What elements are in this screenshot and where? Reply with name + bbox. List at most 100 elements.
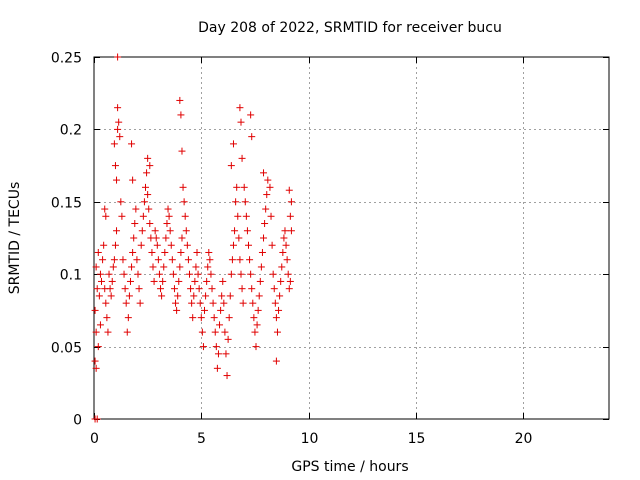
data-point <box>113 176 121 184</box>
data-point <box>267 212 275 220</box>
data-point <box>93 285 101 293</box>
data-point <box>238 285 246 293</box>
data-point <box>172 299 180 307</box>
data-point <box>239 299 247 307</box>
data-point <box>271 299 279 307</box>
data-point <box>197 314 205 322</box>
data-point <box>183 241 191 249</box>
data-point <box>222 350 230 358</box>
data-point <box>177 248 185 256</box>
data-point <box>142 183 149 191</box>
data-point <box>179 183 187 191</box>
data-point <box>238 154 246 162</box>
data-point <box>284 270 292 278</box>
data-point <box>176 96 184 104</box>
data-point <box>240 183 248 191</box>
axis-ticks: 0 5 10 15 20 0 0.05 0.1 0.15 0.2 0.25 <box>51 51 609 447</box>
data-point <box>91 357 99 365</box>
data-point <box>237 118 245 126</box>
data-point <box>270 285 278 293</box>
grid <box>94 57 609 419</box>
data-point <box>241 198 249 206</box>
data-point <box>96 321 104 329</box>
data-point <box>262 205 270 213</box>
data-point <box>91 306 99 314</box>
data-point <box>92 364 100 372</box>
data-point <box>102 299 110 307</box>
data-point <box>223 372 231 380</box>
data-point <box>251 328 259 336</box>
data-point <box>160 263 168 271</box>
data-point <box>174 292 182 300</box>
data-point <box>162 234 170 242</box>
data-point <box>92 263 100 271</box>
data-point <box>106 285 114 293</box>
data-point <box>151 227 159 235</box>
data-point <box>219 277 227 285</box>
data-point <box>111 241 119 249</box>
data-point <box>227 162 235 170</box>
data-point <box>121 285 129 293</box>
data-point <box>118 212 126 220</box>
data-point <box>210 314 218 322</box>
data-point <box>232 198 240 206</box>
data-point <box>173 306 181 314</box>
data-point <box>129 248 137 256</box>
data-point <box>268 241 276 249</box>
data-point <box>225 314 233 322</box>
x-tick-label: 10 <box>301 431 319 447</box>
data-point <box>281 227 289 235</box>
data-point <box>264 176 272 184</box>
data-point <box>258 248 266 256</box>
data-point <box>236 104 244 112</box>
data-point <box>144 154 152 162</box>
data-point <box>93 415 101 423</box>
data-point <box>161 248 169 256</box>
data-point <box>286 212 294 220</box>
data-point <box>211 328 219 336</box>
data-point <box>204 263 212 271</box>
data-point <box>237 270 245 278</box>
data-point <box>170 285 178 293</box>
data-point <box>110 256 118 264</box>
data-point <box>157 285 165 293</box>
data-point <box>104 328 112 336</box>
data-point <box>206 256 214 264</box>
data-point <box>128 140 136 148</box>
data-point <box>228 256 236 264</box>
data-point <box>165 212 173 220</box>
data-point <box>221 328 229 336</box>
data-point <box>248 133 256 141</box>
data-point <box>144 191 152 199</box>
data-point <box>146 162 154 170</box>
data-point <box>120 270 128 278</box>
data-point <box>109 263 117 271</box>
data-point <box>279 248 287 256</box>
data-point <box>128 263 136 271</box>
data-point <box>178 147 186 155</box>
data-point <box>167 241 175 249</box>
data-point <box>207 270 215 278</box>
y-tick-label: 0.2 <box>60 123 82 139</box>
data-point <box>273 328 281 336</box>
data-point <box>92 328 100 336</box>
data-point <box>235 234 243 242</box>
data-point <box>146 220 154 228</box>
y-tick-label: 0 <box>73 413 82 429</box>
data-point <box>108 277 116 285</box>
data-point <box>96 270 104 278</box>
data-point <box>233 183 241 191</box>
data-point <box>252 343 260 351</box>
data-point <box>117 198 125 206</box>
data-point <box>249 299 257 307</box>
data-point <box>282 241 290 249</box>
data-point <box>261 220 269 228</box>
data-point <box>175 277 183 285</box>
data-point <box>114 53 122 61</box>
data-point <box>100 241 108 249</box>
data-point <box>177 111 185 119</box>
data-point <box>99 256 107 264</box>
data-point <box>114 125 122 133</box>
data-point <box>216 321 224 329</box>
